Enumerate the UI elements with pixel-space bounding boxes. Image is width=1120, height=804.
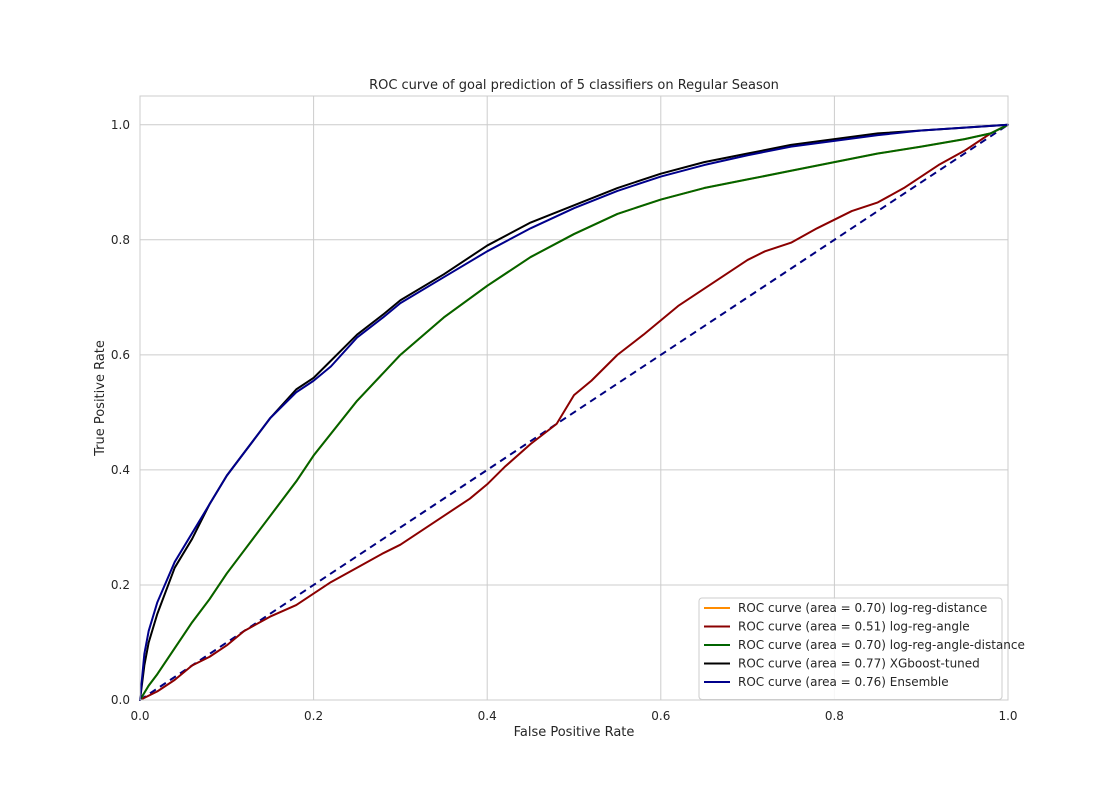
y-tick-label: 1.0 (111, 118, 130, 132)
x-axis-ticks: 0.0 0.2 0.4 0.6 0.8 1.0 (130, 709, 1017, 723)
y-axis-label: True Positive Rate (93, 340, 108, 457)
x-tick-label: 0.8 (825, 709, 844, 723)
x-tick-label: 1.0 (998, 709, 1017, 723)
y-tick-label: 0.0 (111, 693, 130, 707)
series-line-3 (139, 123, 1009, 701)
y-tick-label: 0.8 (111, 233, 130, 247)
diagonal-layer (139, 123, 1009, 701)
chart-title: ROC curve of goal prediction of 5 classi… (369, 78, 779, 93)
series-line-2 (139, 123, 1009, 701)
y-tick-label: 0.6 (111, 348, 130, 362)
x-tick-label: 0.4 (478, 709, 497, 723)
legend-label-0: ROC curve (area = 0.70) log-reg-distance (738, 601, 987, 615)
legend-label-4: ROC curve (area = 0.76) Ensemble (738, 675, 949, 689)
y-tick-label: 0.2 (111, 578, 130, 592)
y-axis-ticks: 0.0 0.2 0.4 0.6 0.8 1.0 (111, 118, 130, 707)
legend-items: ROC curve (area = 0.70) log-reg-distance… (704, 601, 1025, 689)
y-tick-label: 0.4 (111, 463, 130, 477)
series-line-1 (139, 123, 1009, 701)
legend-box (698, 597, 1003, 700)
legend-label-2: ROC curve (area = 0.70) log-reg-angle-di… (738, 638, 1025, 652)
x-tick-label: 0.6 (651, 709, 670, 723)
chance-diagonal-line (139, 123, 1009, 701)
series-line-4 (139, 123, 1009, 701)
series-layer (139, 123, 1009, 701)
legend: ROC curve (area = 0.70) log-reg-distance… (698, 597, 1025, 700)
legend-label-1: ROC curve (area = 0.51) log-reg-angle (738, 620, 970, 634)
x-tick-label: 0.2 (304, 709, 323, 723)
legend-label-3: ROC curve (area = 0.77) XGboost-tuned (738, 657, 980, 671)
x-axis-label: False Positive Rate (514, 725, 635, 740)
x-tick-label: 0.0 (130, 709, 149, 723)
plot-frame (139, 95, 1009, 701)
